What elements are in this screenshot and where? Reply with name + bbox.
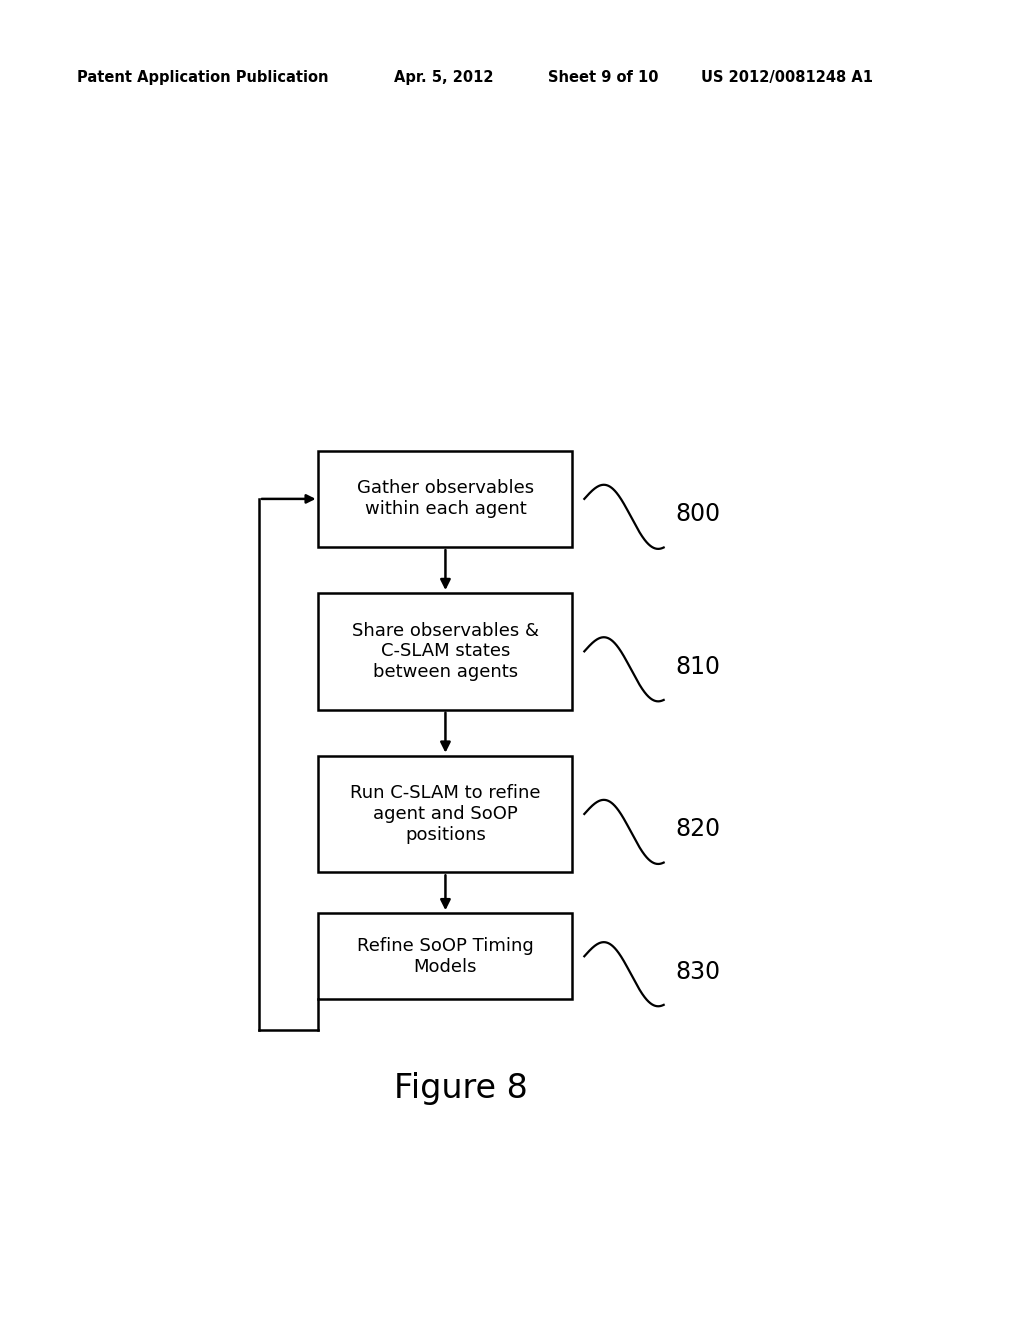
Text: Sheet 9 of 10: Sheet 9 of 10 (548, 70, 658, 84)
Bar (318, 593, 572, 710)
Text: 830: 830 (676, 960, 721, 983)
Text: Patent Application Publication: Patent Application Publication (77, 70, 329, 84)
Text: 820: 820 (676, 817, 721, 841)
Text: Figure 8: Figure 8 (394, 1072, 528, 1105)
Bar (318, 913, 572, 999)
Text: 810: 810 (676, 655, 721, 678)
Text: Run C-SLAM to refine
agent and SoOP
positions: Run C-SLAM to refine agent and SoOP posi… (350, 784, 541, 843)
Text: 800: 800 (676, 502, 721, 527)
Text: Refine SoOP Timing
Models: Refine SoOP Timing Models (357, 937, 534, 975)
Text: Apr. 5, 2012: Apr. 5, 2012 (394, 70, 494, 84)
Bar (318, 450, 572, 548)
Text: Gather observables
within each agent: Gather observables within each agent (357, 479, 534, 519)
Text: Share observables &
C-SLAM states
between agents: Share observables & C-SLAM states betwee… (352, 622, 539, 681)
Bar (318, 755, 572, 873)
Text: US 2012/0081248 A1: US 2012/0081248 A1 (701, 70, 873, 84)
